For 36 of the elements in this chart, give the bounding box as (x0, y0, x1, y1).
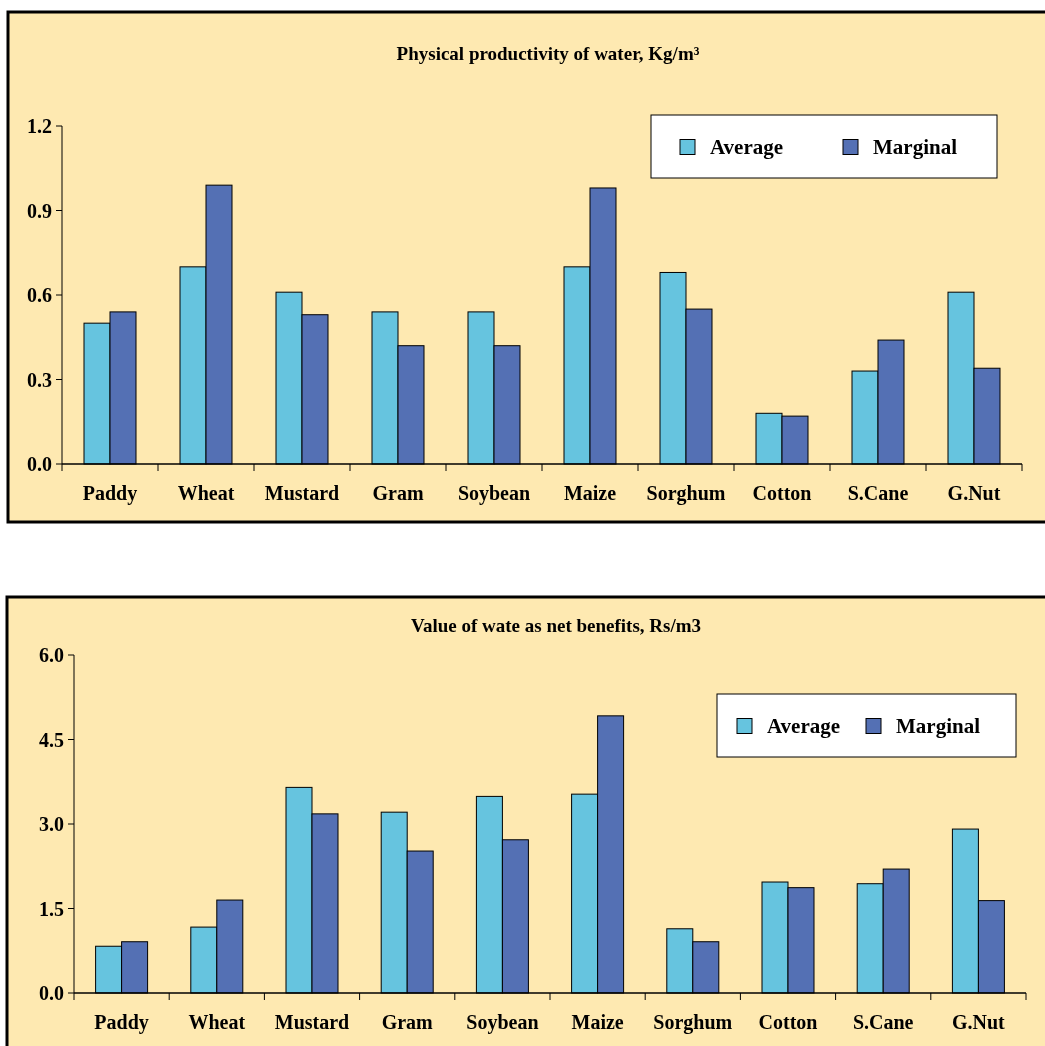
y-tick-label: 1.2 (27, 115, 52, 137)
x-tick-label: Sorghum (646, 482, 726, 505)
x-tick-label: S.Cane (847, 482, 909, 504)
legend-label: Average (710, 134, 784, 159)
x-tick-label: Wheat (177, 482, 235, 504)
x-tick-label: Maize (563, 482, 617, 504)
x-tick-label: Gram (372, 482, 424, 504)
x-tick-label: Paddy (94, 1011, 149, 1034)
x-tick-label: G.Nut (952, 1011, 1006, 1033)
chart-title: Physical productivity of water, Kg/m³ (396, 43, 700, 64)
x-tick-label: Paddy (82, 482, 138, 505)
legend-label: Average (767, 713, 841, 738)
y-tick-label: 0.0 (39, 982, 64, 1004)
legend-label: Marginal (873, 134, 958, 159)
y-tick-label: 4.5 (39, 728, 64, 751)
x-tick-label: Mustard (264, 482, 340, 504)
x-tick-label: Gram (381, 1011, 434, 1033)
x-tick-label: Soybean (466, 1011, 539, 1034)
x-tick-label: Mustard (274, 1011, 350, 1033)
y-tick-label: 1.5 (39, 897, 64, 920)
y-tick-label: 0.6 (27, 284, 52, 306)
chart-title: Value of wate as net benefits, Rs/m3 (410, 615, 702, 636)
y-tick-label: 0.9 (27, 199, 52, 222)
x-tick-label: Cotton (752, 482, 812, 504)
x-tick-label: Soybean (457, 482, 531, 505)
x-tick-label: Wheat (188, 1011, 246, 1033)
y-tick-label: 0.3 (27, 368, 52, 391)
x-tick-label: S.Cane (852, 1011, 914, 1033)
legend-label: Marginal (896, 713, 981, 738)
y-tick-label: 6.0 (39, 644, 64, 666)
x-tick-label: Sorghum (653, 1011, 733, 1034)
x-tick-label: Cotton (758, 1011, 818, 1033)
y-tick-label: 0.0 (27, 453, 52, 475)
x-tick-label: G.Nut (947, 482, 1001, 504)
x-tick-label: Maize (571, 1011, 624, 1033)
y-tick-label: 3.0 (39, 813, 64, 835)
